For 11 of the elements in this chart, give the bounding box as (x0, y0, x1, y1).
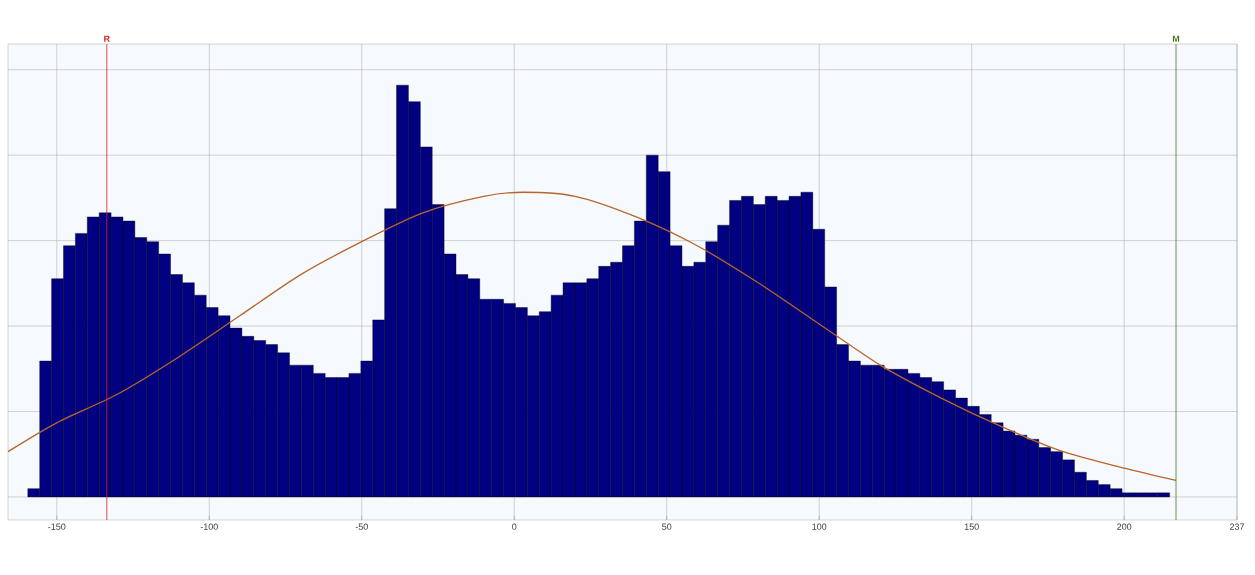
x-tick-label: -50 (355, 523, 368, 530)
x-tick-label: 237 (1229, 523, 1245, 530)
x-tick-label: 50 (662, 523, 672, 530)
ref-line-label: R (104, 35, 110, 42)
x-tick-label: -100 (200, 523, 218, 530)
x-tick-label: -150 (48, 523, 66, 530)
x-tick-label: 150 (964, 523, 979, 530)
x-tick-label: 0 (512, 523, 517, 530)
x-tick-label: 100 (812, 523, 827, 530)
ref-line-label: M (1172, 35, 1180, 42)
x-tick-label: 200 (1117, 523, 1132, 530)
